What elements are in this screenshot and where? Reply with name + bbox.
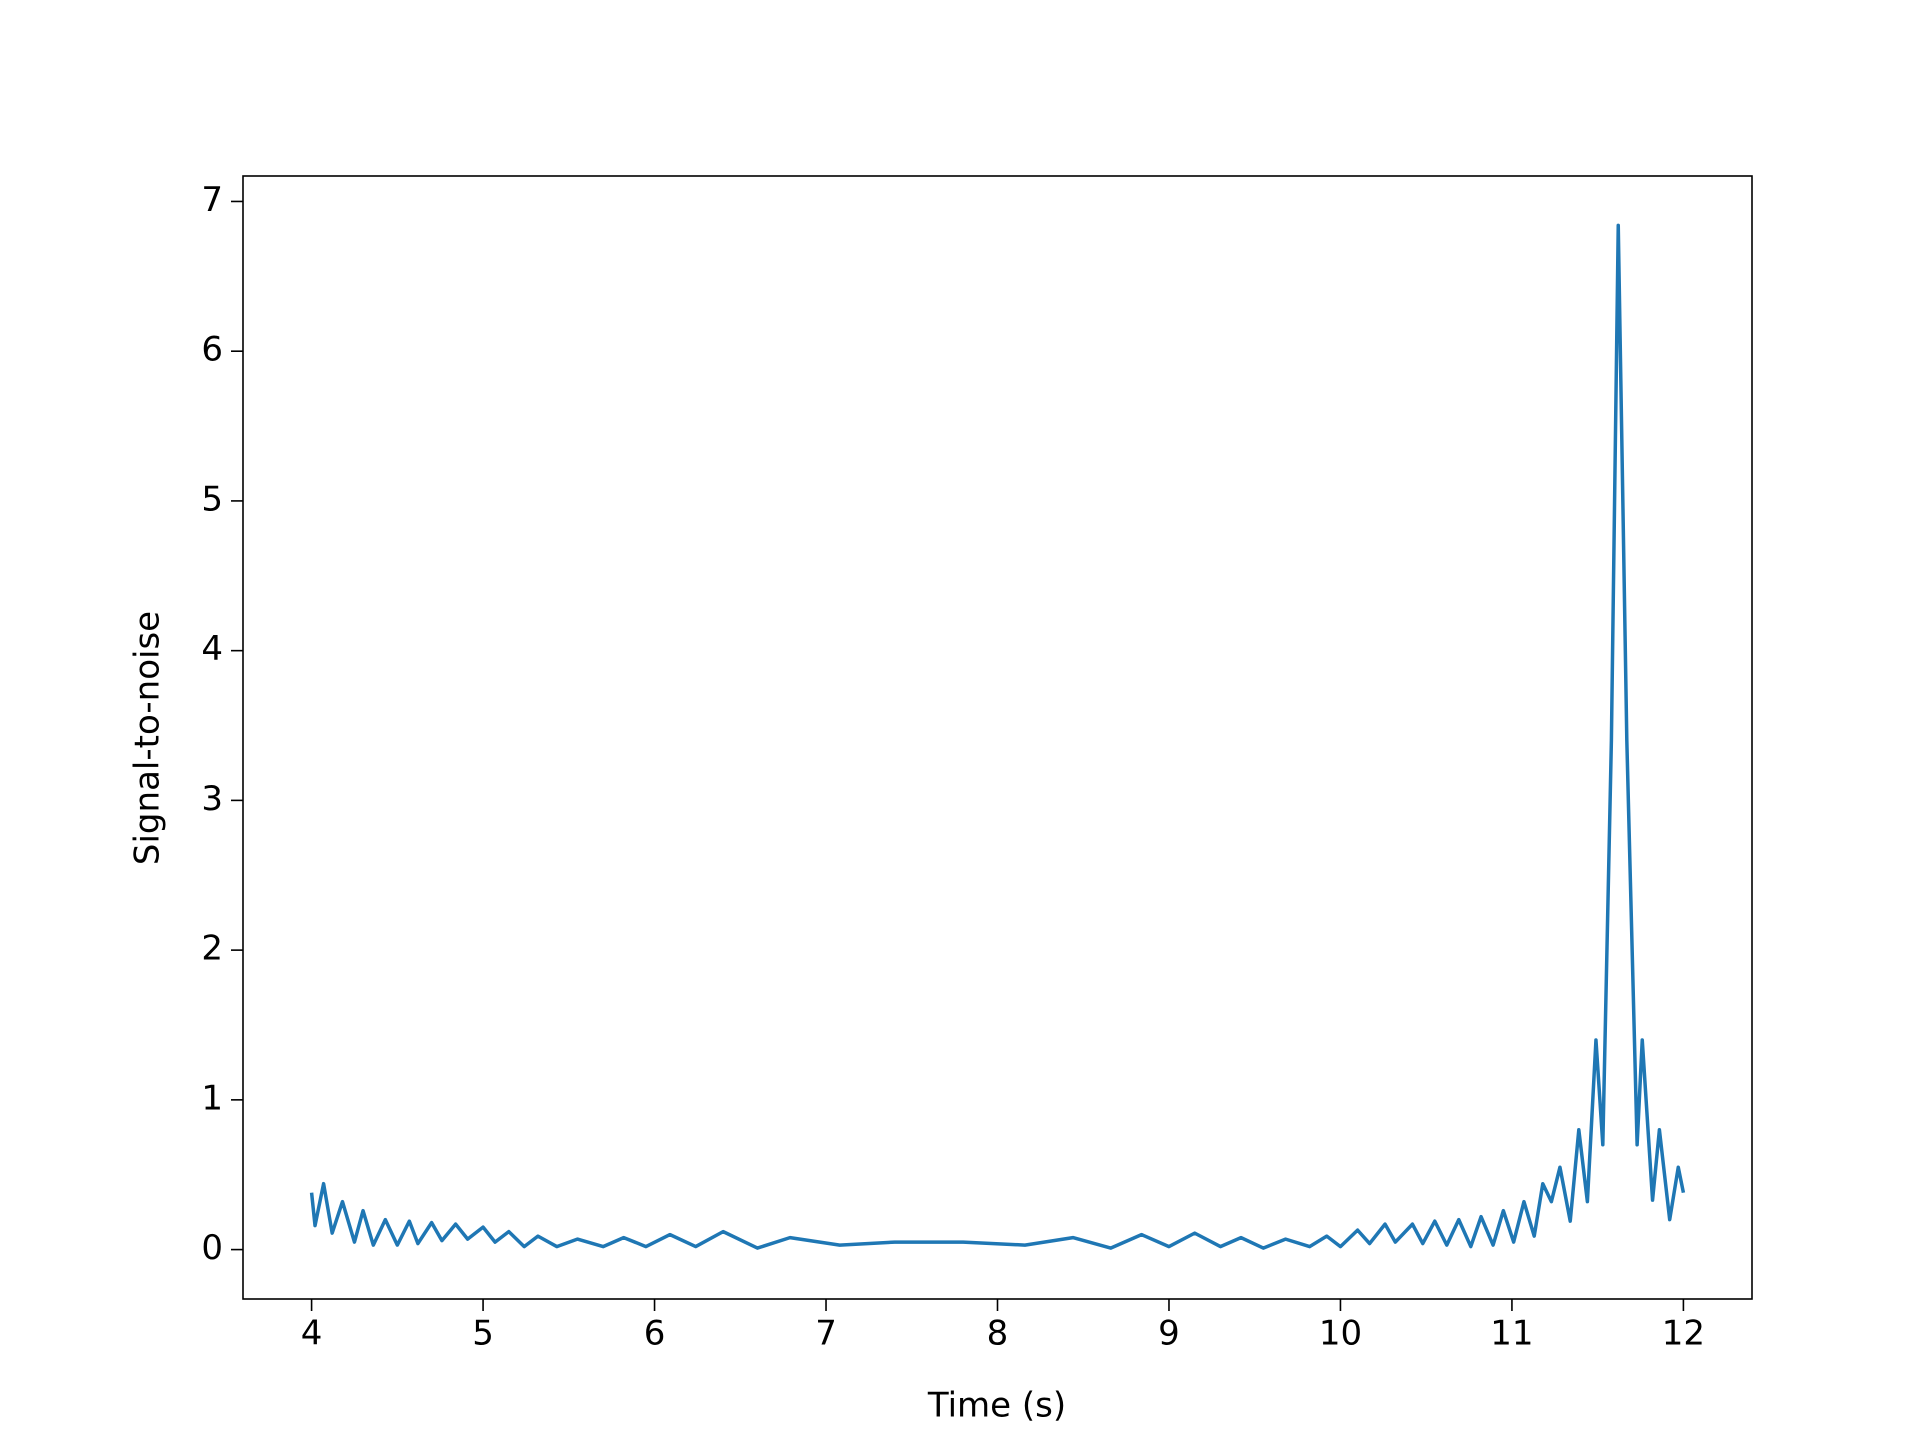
line-series [309, 223, 1686, 1250]
y-tick-label: 3 [201, 779, 223, 819]
x-tick-label: 8 [987, 1314, 1009, 1354]
x-tick-label: 5 [472, 1314, 494, 1354]
y-tick-label: 4 [201, 629, 223, 669]
y-tick-label: 2 [201, 929, 223, 969]
y-tick-label: 1 [201, 1078, 223, 1118]
y-tick-label: 5 [201, 479, 223, 519]
x-tick-label: 12 [1662, 1314, 1705, 1354]
y-tick-label: 6 [201, 330, 223, 370]
x-axis-label: Time (s) [927, 1386, 1066, 1426]
x-tick-label: 7 [815, 1314, 837, 1354]
y-tick-label: 0 [201, 1228, 223, 1268]
x-tick-label: 6 [644, 1314, 666, 1354]
plot-frame [242, 175, 1753, 1300]
y-tick-label: 7 [201, 180, 223, 220]
x-tick-label: 10 [1319, 1314, 1362, 1354]
x-tick-label: 11 [1490, 1314, 1533, 1354]
x-tick-label: 9 [1158, 1314, 1180, 1354]
x-tick-label: 4 [301, 1314, 323, 1354]
y-axis-label: Signal-to-noise [128, 611, 168, 865]
